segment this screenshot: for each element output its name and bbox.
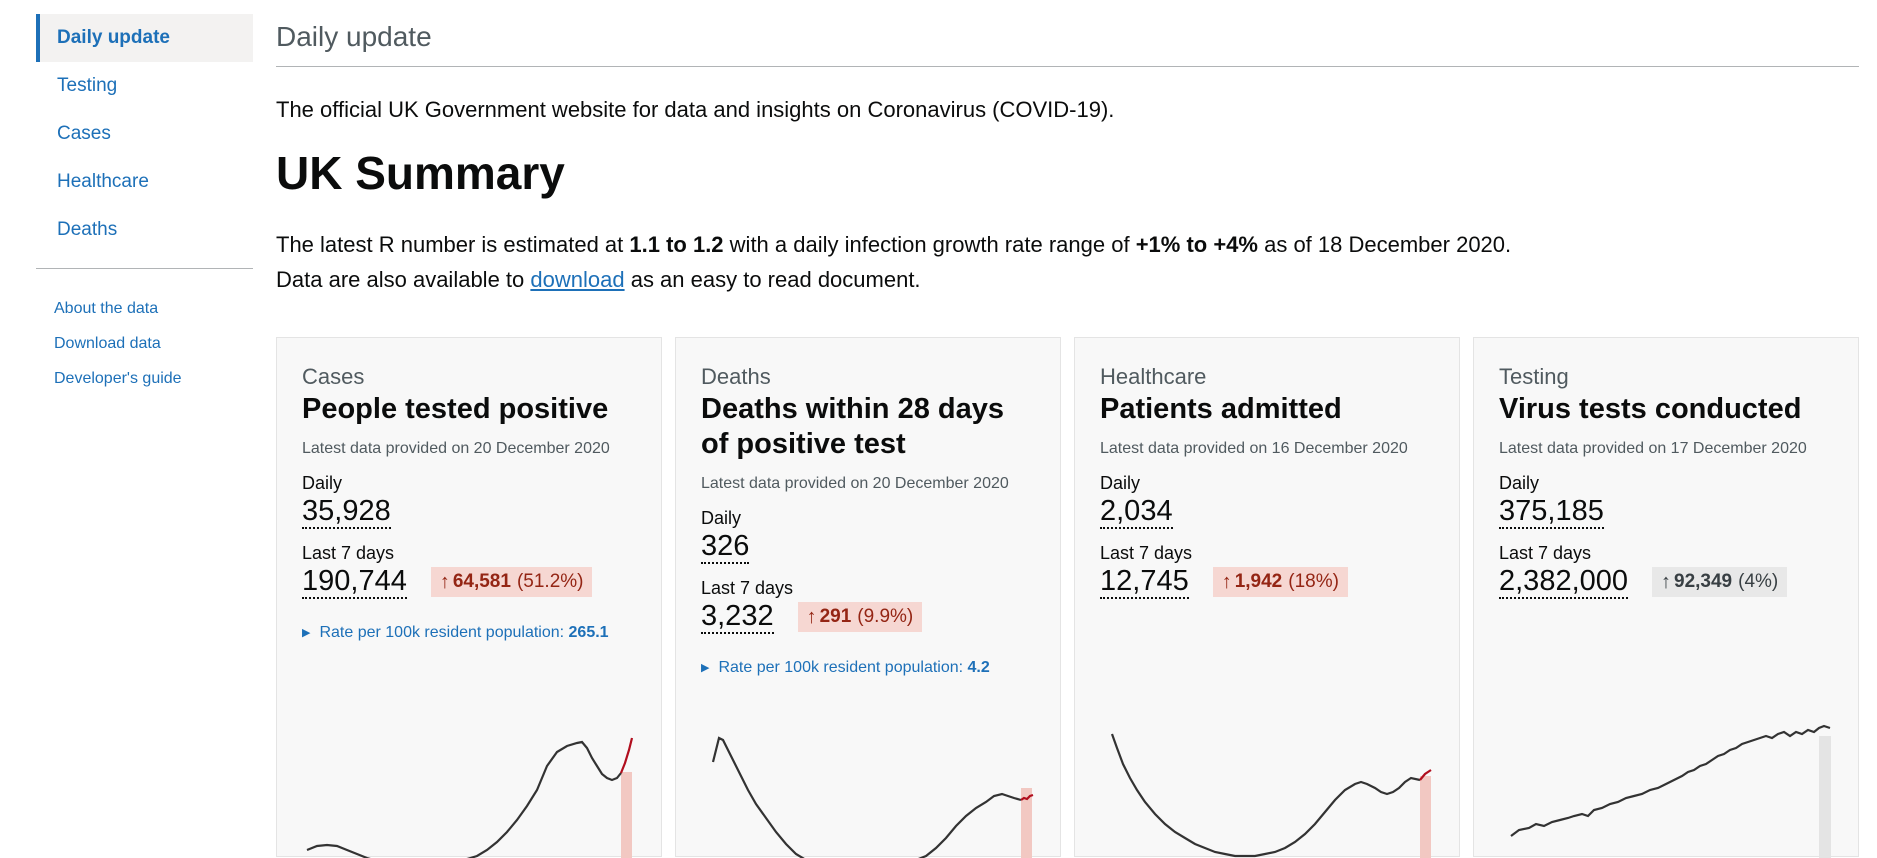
- cases-trend-line: [306, 740, 622, 858]
- arrow-up-icon: ↑: [439, 570, 450, 593]
- card-date: Latest data provided on 20 December 2020: [302, 440, 610, 457]
- r-prefix: The latest R number is estimated at: [276, 232, 624, 257]
- daily-value[interactable]: 35,928: [302, 495, 391, 529]
- card-title: Virus tests conducted: [1499, 393, 1802, 425]
- change-percent: (18%): [1288, 571, 1339, 592]
- recent-period-band: [621, 772, 632, 858]
- sidebar-item-deaths[interactable]: Deaths: [57, 219, 118, 240]
- daily-value[interactable]: 375,185: [1499, 495, 1604, 529]
- healthcare-sparkline: [1110, 733, 1432, 858]
- sidebar-item-daily-update[interactable]: Daily update: [36, 14, 253, 62]
- week-row: 2,382,000 ↑ 92,349 (4%): [1499, 564, 1833, 599]
- card-healthcare: Healthcare Patients admitted Latest data…: [1074, 337, 1460, 858]
- r-suffix: as of 18 December 2020.: [1264, 232, 1512, 257]
- card-title: People tested positive: [302, 393, 609, 425]
- download-suffix: as an easy to read document.: [630, 267, 921, 292]
- r-number-text: The latest R number is estimated at 1.1 …: [276, 227, 1859, 297]
- link-about-data[interactable]: About the data: [54, 300, 159, 317]
- card-category: Testing: [1499, 364, 1569, 389]
- daily-label: Daily: [1100, 473, 1141, 493]
- change-percent: (51.2%): [516, 571, 584, 592]
- summary-cards: Cases People tested positive Latest data…: [276, 337, 1859, 858]
- triangle-right-icon: ▶: [701, 662, 710, 674]
- card-deaths: Deaths Deaths within 28 days of positive…: [675, 337, 1061, 858]
- week-value[interactable]: 190,744: [302, 565, 407, 599]
- card-testing: Testing Virus tests conducted Latest dat…: [1473, 337, 1859, 858]
- rate-toggle[interactable]: ▶ Rate per 100k resident population: 4.2: [701, 658, 1035, 678]
- deaths-recent-line: [1020, 793, 1034, 801]
- change-percent: (4%): [1738, 571, 1779, 592]
- card-date: Latest data provided on 16 December 2020: [1100, 440, 1408, 457]
- healthcare-recent-line: [1419, 769, 1432, 781]
- download-prefix: Data are also available to: [276, 267, 525, 292]
- cases-recent-line: [619, 737, 634, 774]
- link-developers-guide[interactable]: Developer's guide: [54, 370, 182, 387]
- r-value: 1.1 to 1.2: [629, 232, 724, 257]
- daily-label: Daily: [1499, 473, 1540, 493]
- week-row: 3,232 ↑ 291 (9.9%): [701, 599, 1035, 634]
- card-title: Patients admitted: [1100, 393, 1342, 425]
- testing-sparkline: [1510, 724, 1831, 858]
- change-badge: ↑ 1,942 (18%): [1212, 567, 1348, 597]
- card-cases: Cases People tested positive Latest data…: [276, 337, 662, 858]
- daily-value[interactable]: 2,034: [1100, 495, 1173, 529]
- arrow-up-icon: ↑: [806, 605, 817, 628]
- sidebar-nav: Daily update Testing Cases Healthcare De…: [36, 14, 253, 396]
- week-label: Last 7 days: [1499, 543, 1592, 563]
- week-value[interactable]: 12,745: [1100, 565, 1189, 599]
- card-category: Cases: [302, 364, 365, 389]
- deaths-trend-line: [711, 736, 1022, 858]
- week-value[interactable]: 2,382,000: [1499, 565, 1629, 599]
- cases-sparkline: [306, 737, 634, 858]
- change-value: 92,349: [1674, 571, 1733, 592]
- week-row: 190,744 ↑ 64,581 (51.2%): [302, 564, 636, 599]
- rate-label: Rate per 100k resident population:: [718, 659, 964, 676]
- change-value: 64,581: [452, 571, 511, 592]
- daily-label: Daily: [701, 508, 742, 528]
- page-title: Daily update: [276, 0, 1859, 67]
- triangle-right-icon: ▶: [302, 627, 311, 639]
- change-value: 1,942: [1234, 571, 1283, 592]
- week-label: Last 7 days: [1100, 543, 1193, 563]
- rate-value: 265.1: [568, 624, 609, 641]
- rate-toggle[interactable]: ▶ Rate per 100k resident population: 265.…: [302, 623, 636, 643]
- sidebar-item-cases[interactable]: Cases: [57, 123, 111, 144]
- testing-trend-line: [1510, 724, 1831, 837]
- intro-text: The official UK Government website for d…: [276, 97, 1115, 122]
- rate-value: 4.2: [967, 659, 990, 676]
- growth-value: +1% to +4%: [1135, 232, 1258, 257]
- week-value[interactable]: 3,232: [701, 600, 774, 634]
- card-category: Deaths: [701, 364, 771, 389]
- card-date: Latest data provided on 20 December 2020: [701, 475, 1009, 492]
- change-badge: ↑ 64,581 (51.2%): [430, 567, 593, 597]
- healthcare-trend-line: [1110, 733, 1421, 858]
- recent-period-band: [1021, 788, 1032, 858]
- week-row: 12,745 ↑ 1,942 (18%): [1100, 564, 1434, 599]
- link-download-data[interactable]: Download data: [54, 335, 161, 352]
- card-category: Healthcare: [1100, 364, 1207, 389]
- arrow-up-icon: ↑: [1661, 570, 1672, 593]
- recent-period-band: [1819, 736, 1831, 858]
- r-mid: with a daily infection growth rate range…: [729, 232, 1130, 257]
- main-content: Daily update The official UK Government …: [276, 0, 1859, 858]
- sidebar-divider: [36, 268, 253, 269]
- recent-period-band: [1420, 776, 1431, 858]
- week-label: Last 7 days: [302, 543, 395, 563]
- week-label: Last 7 days: [701, 578, 794, 598]
- summary-heading: UK Summary: [276, 147, 565, 199]
- sidebar-item-testing[interactable]: Testing: [57, 75, 118, 96]
- rate-label: Rate per 100k resident population:: [319, 624, 565, 641]
- daily-value[interactable]: 326: [701, 530, 750, 564]
- card-title: Deaths within 28 days of positive test: [701, 393, 1004, 460]
- daily-label: Daily: [302, 473, 343, 493]
- change-percent: (9.9%): [857, 606, 914, 627]
- card-date: Latest data provided on 17 December 2020: [1499, 440, 1807, 457]
- change-badge: ↑ 291 (9.9%): [797, 602, 923, 632]
- change-value: 291: [819, 606, 852, 627]
- change-badge: ↑ 92,349 (4%): [1652, 567, 1788, 597]
- download-link[interactable]: download: [530, 267, 625, 292]
- sidebar-item-healthcare[interactable]: Healthcare: [57, 171, 149, 192]
- arrow-up-icon: ↑: [1221, 570, 1232, 593]
- deaths-sparkline: [711, 736, 1034, 858]
